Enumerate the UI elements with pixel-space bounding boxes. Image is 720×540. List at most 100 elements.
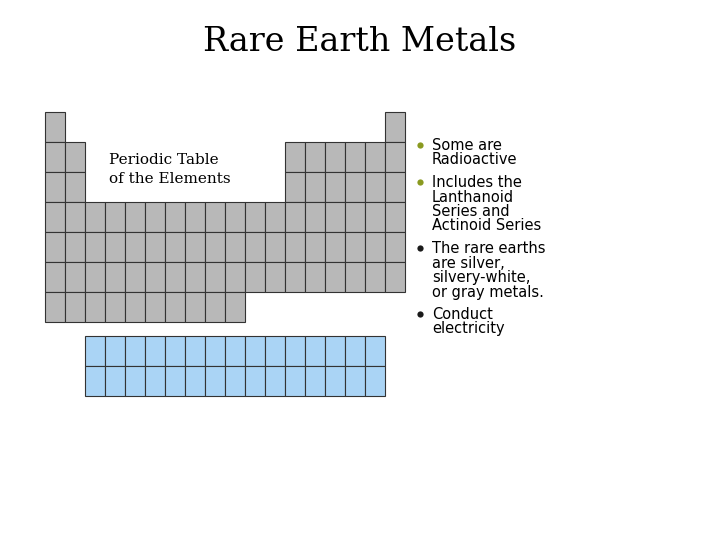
Bar	[65, 172, 85, 202]
Text: Radioactive: Radioactive	[432, 152, 518, 167]
Bar	[65, 232, 85, 262]
Bar	[345, 202, 365, 232]
Bar	[285, 142, 305, 172]
Bar	[105, 202, 125, 232]
Bar	[145, 232, 165, 262]
Bar	[125, 232, 145, 262]
Text: Rare Earth Metals: Rare Earth Metals	[203, 26, 517, 58]
Text: The rare earths: The rare earths	[432, 241, 546, 256]
Bar	[105, 232, 125, 262]
Bar	[125, 292, 145, 322]
Bar	[105, 292, 125, 322]
Bar	[225, 366, 245, 396]
Bar	[245, 202, 265, 232]
Text: Conduct: Conduct	[432, 307, 493, 322]
Bar	[265, 366, 285, 396]
Text: are silver,: are silver,	[432, 255, 505, 271]
Bar	[185, 232, 205, 262]
Bar	[245, 366, 265, 396]
Bar	[165, 336, 185, 366]
Bar	[225, 232, 245, 262]
Text: Includes the: Includes the	[432, 175, 522, 190]
Bar	[165, 292, 185, 322]
Bar	[65, 262, 85, 292]
Bar	[325, 142, 345, 172]
Bar	[285, 232, 305, 262]
Text: Some are: Some are	[432, 138, 502, 153]
Bar	[45, 172, 65, 202]
Bar	[85, 366, 105, 396]
Bar	[345, 172, 365, 202]
Bar	[285, 202, 305, 232]
Bar	[225, 292, 245, 322]
Text: or gray metals.: or gray metals.	[432, 285, 544, 300]
Bar	[365, 366, 385, 396]
Bar	[365, 232, 385, 262]
Bar	[305, 336, 325, 366]
Bar	[45, 292, 65, 322]
Bar	[385, 142, 405, 172]
Bar	[325, 262, 345, 292]
Bar	[185, 366, 205, 396]
Bar	[125, 366, 145, 396]
Bar	[305, 262, 325, 292]
Bar	[145, 366, 165, 396]
Bar	[245, 232, 265, 262]
Bar	[145, 292, 165, 322]
Bar	[165, 202, 185, 232]
Bar	[205, 202, 225, 232]
Bar	[265, 262, 285, 292]
Bar	[85, 202, 105, 232]
Bar	[305, 366, 325, 396]
Text: Series and: Series and	[432, 204, 510, 219]
Bar	[225, 336, 245, 366]
Bar	[85, 262, 105, 292]
Bar	[65, 142, 85, 172]
Bar	[125, 202, 145, 232]
Bar	[45, 262, 65, 292]
Bar	[185, 336, 205, 366]
Bar	[365, 142, 385, 172]
Bar	[205, 336, 225, 366]
Bar	[385, 232, 405, 262]
Bar	[45, 112, 65, 142]
Bar	[205, 292, 225, 322]
Bar	[165, 366, 185, 396]
Bar	[325, 172, 345, 202]
Bar	[145, 262, 165, 292]
Bar	[385, 112, 405, 142]
Bar	[325, 232, 345, 262]
Bar	[265, 202, 285, 232]
Bar	[185, 292, 205, 322]
Bar	[325, 202, 345, 232]
Bar	[305, 202, 325, 232]
Bar	[265, 232, 285, 262]
Bar	[285, 336, 305, 366]
Bar	[125, 336, 145, 366]
Bar	[345, 262, 365, 292]
Text: electricity: electricity	[432, 321, 505, 336]
Bar	[305, 232, 325, 262]
Bar	[385, 172, 405, 202]
Bar	[185, 262, 205, 292]
Bar	[105, 336, 125, 366]
Bar	[45, 232, 65, 262]
Bar	[305, 172, 325, 202]
Bar	[45, 202, 65, 232]
Text: silvery-white,: silvery-white,	[432, 270, 531, 285]
Bar	[285, 172, 305, 202]
Bar	[385, 202, 405, 232]
Bar	[345, 142, 365, 172]
Bar	[125, 262, 145, 292]
Bar	[185, 202, 205, 232]
Bar	[345, 336, 365, 366]
Bar	[165, 262, 185, 292]
Bar	[85, 336, 105, 366]
Bar	[205, 262, 225, 292]
Bar	[105, 262, 125, 292]
Bar	[245, 336, 265, 366]
Bar	[365, 336, 385, 366]
Bar	[285, 366, 305, 396]
Bar	[245, 262, 265, 292]
Text: Lanthanoid: Lanthanoid	[432, 190, 514, 205]
